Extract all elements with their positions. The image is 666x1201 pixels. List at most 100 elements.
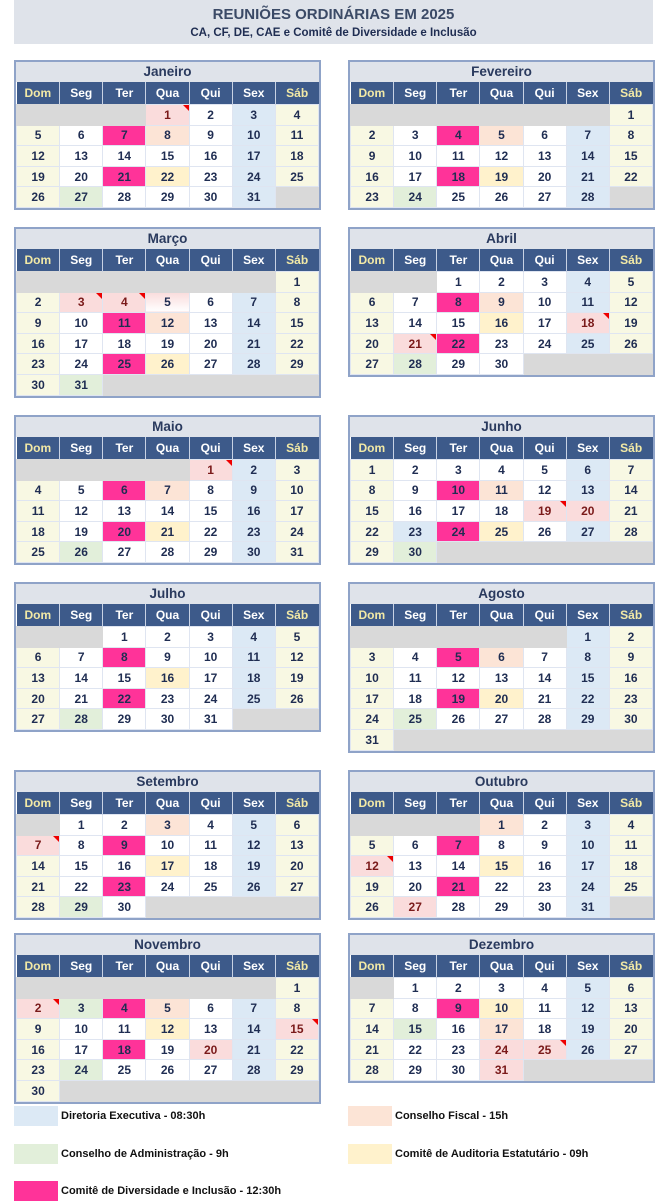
day-cell: 12: [479, 145, 524, 167]
day-cell: 22: [479, 875, 524, 898]
day-cell: 16: [15, 332, 61, 355]
weekday-header: Sáb: [609, 955, 653, 978]
day-cell: 2: [479, 271, 524, 293]
weekday-header: Sáb: [275, 82, 319, 105]
day-cell: 20: [59, 165, 104, 188]
day-cell: 1: [393, 977, 438, 999]
day-cell: 11: [522, 997, 567, 1020]
day-cell: 23: [145, 687, 190, 710]
day-cell: 13: [479, 667, 524, 689]
legend-item: Diretoria Executiva - 08:30h: [14, 1106, 205, 1126]
day-cell: 22: [274, 1038, 320, 1061]
weekday-header: Ter: [436, 955, 481, 978]
day-cell: 13: [15, 667, 61, 689]
day-cell: 11: [15, 500, 61, 522]
day-cell: 7: [565, 124, 610, 147]
day-cell: 14: [565, 145, 610, 167]
page-title: REUNIÕES ORDINÁRIAS EM 2025: [212, 6, 455, 23]
day-cell: 9: [188, 124, 233, 147]
day-cell: 14: [608, 479, 654, 502]
day-cell: 6: [522, 124, 567, 147]
day-cell: 20: [274, 855, 320, 877]
day-cell: 14: [145, 500, 190, 522]
day-cell: 4: [479, 459, 524, 481]
day-cell: 19: [231, 855, 276, 877]
day-cell: 16: [522, 855, 567, 877]
day-cell: 27: [479, 708, 524, 730]
day-cell: 3: [565, 814, 610, 836]
day-cell: 25: [436, 186, 481, 208]
day-cell: 14: [349, 1018, 395, 1040]
day-cell: 7: [231, 997, 276, 1020]
empty-cell: [436, 626, 481, 648]
day-cell: 6: [393, 834, 438, 857]
day-cell: 28: [15, 896, 61, 918]
day-cell: 18: [102, 1038, 147, 1061]
legend-swatch: [348, 1106, 392, 1126]
weekday-header: Qui: [189, 437, 233, 460]
weekday-header: Qua: [145, 955, 190, 978]
month-name: Junho: [350, 417, 653, 437]
day-cell: 23: [436, 1038, 481, 1061]
day-cell: 22: [188, 520, 233, 543]
day-cell: 23: [393, 520, 438, 543]
weekday-header: Qua: [479, 792, 524, 815]
empty-cell: [15, 626, 61, 648]
day-cell: 9: [145, 646, 190, 669]
empty-cell: [274, 896, 320, 918]
day-cell: 25: [522, 1038, 567, 1061]
day-cell: 29: [565, 708, 610, 730]
weekday-header: Sex: [232, 437, 276, 460]
day-cell: 8: [436, 291, 481, 314]
day-cell: 15: [436, 312, 481, 334]
empty-cell: [15, 977, 61, 999]
legend-label: Conselho de Administração - 9h: [61, 1148, 229, 1160]
weekday-header: Seg: [59, 604, 104, 627]
day-cell: 29: [393, 1059, 438, 1081]
empty-cell: [522, 353, 567, 375]
day-cell: 20: [608, 1018, 654, 1040]
month-name: Maio: [16, 417, 319, 437]
day-cell: 19: [608, 312, 654, 334]
day-cell: 12: [565, 997, 610, 1020]
day-cell: 7: [15, 834, 61, 857]
day-cell: 27: [274, 875, 320, 898]
weekday-header: Sex: [232, 792, 276, 815]
weekday-header: Dom: [16, 604, 61, 627]
weekday-header: Sex: [566, 955, 610, 978]
day-cell: 26: [231, 875, 276, 898]
day-cell: 6: [188, 291, 233, 314]
day-cell: 22: [59, 875, 104, 898]
empty-cell: [145, 271, 190, 293]
note-marker-icon: [53, 998, 60, 1005]
day-cell: 4: [393, 646, 438, 669]
day-cell: 28: [393, 353, 438, 375]
weekday-header: Seg: [393, 955, 438, 978]
day-cell: 5: [522, 459, 567, 481]
day-cell: 7: [436, 834, 481, 857]
day-cell: 20: [188, 1038, 233, 1061]
day-cell: 4: [522, 977, 567, 999]
weekday-header: Qua: [479, 437, 524, 460]
day-cell: 3: [393, 124, 438, 147]
month-name: Setembro: [16, 772, 319, 792]
weekday-header: Dom: [16, 82, 61, 105]
month-name: Fevereiro: [350, 62, 653, 82]
day-cell: 30: [145, 708, 190, 730]
day-cell: 26: [145, 1059, 190, 1081]
day-cell: 1: [274, 977, 320, 999]
day-cell: 6: [479, 646, 524, 669]
day-cell: 27: [188, 1059, 233, 1081]
day-cell: 26: [522, 520, 567, 543]
weekday-header: Ter: [436, 604, 481, 627]
month-novembro: Novembro Dom Seg Ter Qua Qui Sex Sáb 1 2 3 4 5 6 7 8 9 10…: [14, 933, 321, 1104]
weekday-header: Seg: [393, 437, 438, 460]
day-cell: 24: [188, 687, 233, 710]
day-cell: 23: [188, 165, 233, 188]
day-cell: 6: [274, 814, 320, 836]
empty-cell: [59, 271, 104, 293]
day-cell: 31: [231, 186, 276, 208]
day-cell: 24: [436, 520, 481, 543]
day-cell: 13: [393, 855, 438, 877]
day-cell: 25: [479, 520, 524, 543]
